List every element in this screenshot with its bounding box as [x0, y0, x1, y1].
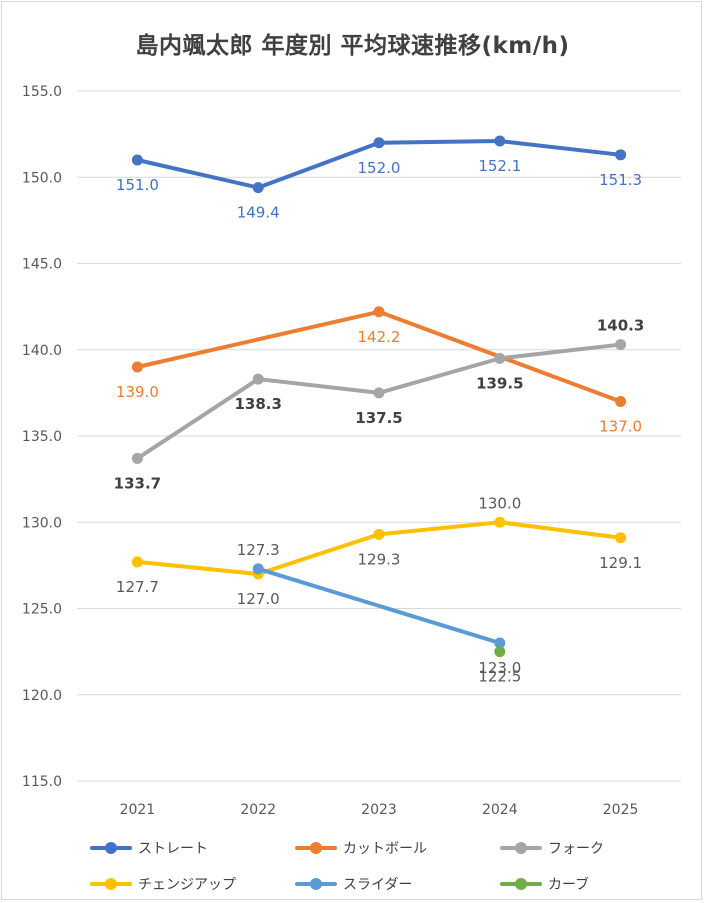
y-tick-label: 145.0 [22, 257, 62, 273]
series-2-point [494, 352, 506, 364]
legend-marker [310, 842, 322, 854]
y-tick-label: 150.0 [22, 170, 62, 186]
chart-legend: ストレート カットボール フォークチェンジアップ スライダー カーブ [88, 838, 678, 894]
y-tick-label: 115.0 [22, 774, 62, 790]
series-0-data-label: 149.4 [237, 204, 280, 222]
series-0-data-label: 151.0 [116, 176, 159, 194]
series-0-point [131, 154, 143, 166]
y-tick-label: 130.0 [22, 515, 62, 531]
legend-item: カーブ [498, 874, 678, 894]
y-tick-label: 125.0 [22, 602, 62, 618]
legend-marker [310, 878, 322, 890]
x-tick-label: 2023 [361, 802, 397, 818]
legend-label: ストレート [138, 841, 208, 857]
series-1-data-label: 139.0 [116, 383, 159, 401]
x-tick-label: 2024 [482, 802, 518, 818]
series-2-point [252, 373, 264, 385]
x-tick-label: 2022 [240, 802, 276, 818]
series-0-data-label: 152.1 [478, 157, 521, 175]
legend-item: ストレート [88, 838, 293, 858]
series-2-point [373, 387, 385, 399]
series-1-point [131, 361, 143, 373]
legend-item: チェンジアップ [88, 874, 293, 894]
series-1-point [373, 306, 385, 318]
series-5-data-label: 122.5 [478, 668, 521, 686]
series-2-point [131, 452, 143, 464]
legend-item: フォーク [498, 838, 678, 858]
x-tick-label: 2025 [603, 802, 639, 818]
series-2-data-label: 140.3 [597, 317, 644, 335]
chart-title: 島内颯太郎 年度別 平均球速推移(km/h) [135, 33, 570, 59]
series-2-line [135, 342, 623, 461]
series-3-data-label: 129.3 [358, 550, 401, 568]
series-0-point [252, 182, 264, 194]
y-tick-label: 120.0 [22, 688, 62, 704]
legend-swatch [88, 874, 134, 894]
series-0-data-label: 151.3 [599, 171, 642, 189]
series-3-point [373, 528, 385, 540]
series-4-data-label: 127.3 [237, 541, 280, 559]
legend-marker [105, 842, 117, 854]
series-0-point [494, 135, 506, 147]
series-0-data-label: 152.0 [358, 159, 401, 177]
series-2-point [615, 339, 627, 351]
x-tick-label: 2021 [120, 802, 156, 818]
series-3-data-label: 127.0 [237, 590, 280, 608]
series-2-data-label: 133.7 [114, 474, 161, 492]
legend-label: フォーク [548, 841, 604, 857]
series-1-data-label: 142.2 [358, 328, 401, 346]
y-tick-label: 140.0 [22, 343, 62, 359]
legend-label: カットボール [343, 841, 427, 857]
series-3-point [131, 556, 143, 568]
legend-label: カーブ [548, 877, 590, 893]
legend-label: スライダー [343, 877, 413, 893]
series-3-point [494, 516, 506, 528]
legend-swatch [88, 838, 134, 858]
legend-swatch [498, 838, 544, 858]
series-0-point [373, 137, 385, 149]
series-2-data-label: 137.5 [355, 409, 402, 427]
series-3-data-label: 129.1 [599, 554, 642, 572]
legend-marker [105, 878, 117, 890]
legend-label: チェンジアップ [138, 877, 236, 893]
series-2-data-label: 139.5 [476, 374, 523, 392]
line-chart: 115.0 120.0 125.0 130.0 135.0 140.0 145.0 150.0… [22, 84, 681, 818]
series-5-point [494, 646, 506, 658]
series-4-data-label: 123.0 [478, 659, 521, 677]
series-1-data-label: 137.0 [599, 418, 642, 436]
legend-marker [515, 878, 527, 890]
series-3-data-label: 130.0 [478, 494, 521, 512]
y-tick-label: 155.0 [22, 84, 62, 100]
legend-marker [515, 842, 527, 854]
series-1-point [615, 396, 627, 407]
series-4-point [494, 637, 506, 649]
series-3-data-label: 127.7 [116, 578, 159, 596]
series-4-point [252, 563, 264, 575]
legend-swatch [293, 874, 339, 894]
legend-item: カットボール [293, 838, 498, 858]
legend-swatch [293, 838, 339, 858]
legend-swatch [498, 874, 544, 894]
series-4-line [256, 566, 502, 645]
series-3-point [615, 532, 627, 544]
series-0-point [615, 149, 627, 161]
series-2-data-label: 138.3 [234, 395, 281, 413]
y-tick-label: 135.0 [22, 429, 62, 445]
legend-item: スライダー [293, 874, 498, 894]
